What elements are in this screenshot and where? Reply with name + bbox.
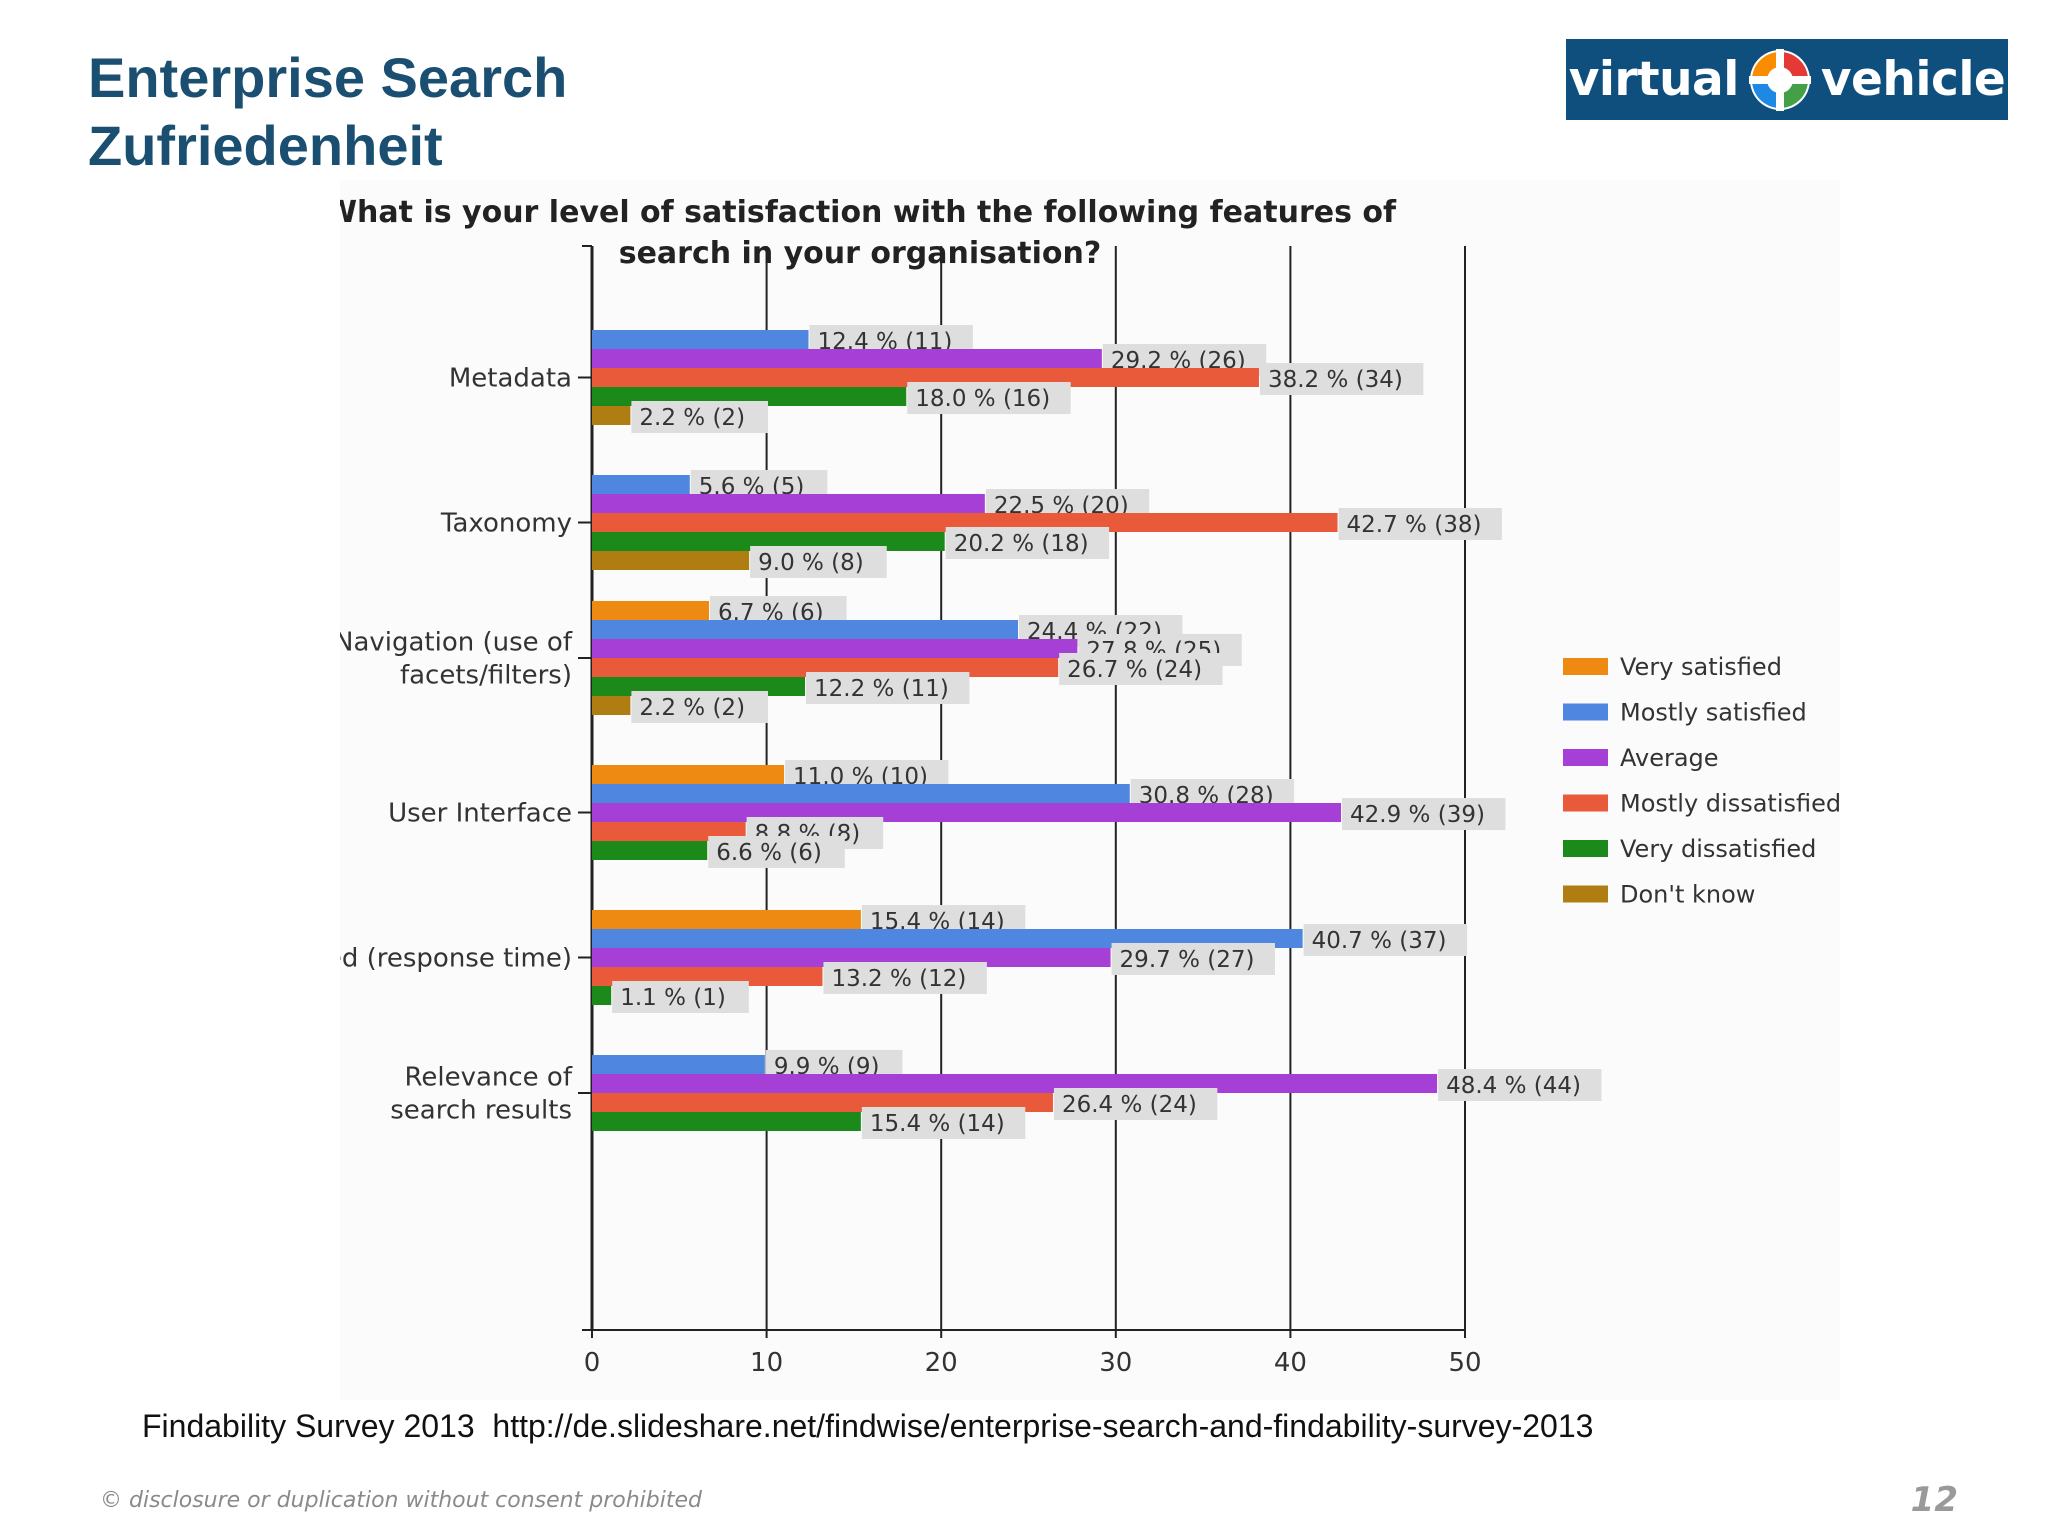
data-label-box [1053, 1088, 1218, 1120]
bar-mostly-satisfied [592, 784, 1130, 803]
bar-don-t-know [592, 406, 631, 425]
category-label: Metadata [449, 364, 572, 394]
data-label-box [750, 546, 887, 578]
x-tick-label: 20 [925, 1348, 958, 1378]
slide-title: Enterprise Search Zufriedenheit [88, 44, 567, 180]
data-label-box [1059, 653, 1223, 685]
category-label: Navigation (use of [340, 628, 573, 658]
data-label: 40.7 % (37) [1312, 928, 1447, 954]
data-label-box [806, 672, 970, 704]
bar-mostly-dissatisfied [592, 513, 1338, 532]
x-tick-label: 50 [1448, 1348, 1481, 1378]
data-label-box [1342, 798, 1506, 830]
data-label: 12.2 % (11) [814, 676, 949, 702]
legend-label: Mostly dissatisfied [1620, 790, 1840, 818]
data-label: 48.4 % (44) [1446, 1073, 1581, 1099]
bar-mostly-dissatisfied [592, 368, 1259, 387]
bar-average [592, 494, 985, 513]
category-label: User Interface [388, 799, 572, 829]
logo-wheel-icon [1748, 48, 1811, 111]
slide-title-line-1: Enterprise Search [88, 46, 568, 109]
bar-mostly-satisfied [592, 475, 690, 494]
data-label-box [823, 962, 987, 994]
bar-average [592, 349, 1102, 368]
bar-average [592, 803, 1342, 822]
category-label: search results [390, 1096, 572, 1126]
data-label-box [1259, 363, 1424, 395]
bar-very-dissatisfied [592, 1112, 861, 1131]
virtual-vehicle-logo: virtual vehicle [1566, 39, 2008, 120]
data-label: 2.2 % (2) [639, 695, 745, 721]
category-label: facets/filters) [400, 661, 572, 691]
data-label-box [945, 527, 1110, 559]
bar-mostly-dissatisfied [592, 822, 746, 841]
data-label: 15.4 % (14) [870, 1111, 1005, 1137]
bar-very-dissatisfied [592, 841, 708, 860]
data-label: 6.6 % (6) [716, 840, 822, 866]
data-label: 1.1 % (1) [620, 985, 726, 1011]
bar-don-t-know [592, 696, 631, 715]
data-label-box [612, 981, 749, 1013]
data-label-box [1111, 943, 1275, 975]
data-label: 26.7 % (24) [1067, 657, 1202, 683]
category-label: Speed (response time) [340, 944, 572, 974]
bar-average [592, 1074, 1438, 1093]
data-label: 13.2 % (12) [831, 966, 966, 992]
bar-very-satisfied [592, 601, 709, 620]
legend-swatch [1563, 794, 1608, 812]
x-tick-label: 30 [1099, 1348, 1132, 1378]
data-label-box [708, 836, 845, 868]
bar-mostly-satisfied [592, 620, 1019, 639]
legend-swatch [1563, 703, 1608, 721]
x-tick-label: 0 [584, 1348, 601, 1378]
page-number: 12 [1910, 1480, 1958, 1520]
data-label-box [631, 691, 769, 723]
data-label: 2.2 % (2) [639, 405, 745, 431]
bar-don-t-know [592, 551, 750, 570]
logo-text-left: virtual [1568, 52, 1740, 107]
slide-title-line-2: Zufriedenheit [88, 114, 443, 177]
data-label: 42.9 % (39) [1350, 802, 1485, 828]
chart-title-line: What is your level of satisfaction with … [340, 195, 1397, 230]
legend-label: Very dissatisfied [1620, 835, 1816, 863]
bar-average [592, 639, 1078, 658]
source-citation: Findability Survey 2013 http://de.slides… [142, 1408, 1594, 1444]
data-label: 20.2 % (18) [954, 531, 1089, 557]
bar-very-dissatisfied [592, 986, 612, 1005]
logo-text-right: vehicle [1820, 52, 2006, 107]
category-label: Relevance of [404, 1063, 572, 1093]
data-label-box [631, 401, 769, 433]
legend-swatch [1563, 658, 1608, 675]
bar-mostly-satisfied [592, 1055, 765, 1074]
bar-mostly-satisfied [592, 330, 809, 349]
data-label: 38.2 % (34) [1268, 367, 1403, 393]
data-label-box [861, 1107, 1026, 1139]
satisfaction-bar-chart: What is your level of satisfaction with … [340, 195, 1840, 1378]
x-tick-label: 10 [750, 1348, 783, 1378]
legend-swatch [1563, 749, 1608, 766]
legend-swatch [1563, 840, 1608, 857]
bar-very-satisfied [592, 910, 861, 929]
legend-label: Very satisfied [1620, 653, 1782, 681]
copyright-note: © disclosure or duplication without cons… [100, 1488, 702, 1513]
data-label-box [907, 382, 1071, 414]
data-label-box [1438, 1069, 1602, 1101]
chart-panel: What is your level of satisfaction with … [340, 180, 1840, 1400]
data-label: 9.0 % (8) [758, 550, 864, 576]
data-label: 29.7 % (27) [1120, 947, 1255, 973]
data-label: 26.4 % (24) [1062, 1092, 1197, 1118]
data-label: 42.7 % (38) [1347, 512, 1482, 538]
x-tick-label: 40 [1274, 1348, 1307, 1378]
legend-label: Average [1620, 744, 1719, 772]
legend-label: Don't know [1620, 881, 1755, 909]
bar-very-satisfied [592, 765, 785, 784]
legend-label: Mostly satisfied [1620, 699, 1807, 727]
chart-title-line: search in your organisation? [619, 236, 1102, 271]
data-label-box [1303, 924, 1468, 956]
data-label: 18.0 % (16) [915, 386, 1050, 412]
data-label-box [1338, 508, 1502, 540]
legend-swatch [1563, 885, 1608, 903]
category-label: Taxonomy [440, 509, 572, 539]
